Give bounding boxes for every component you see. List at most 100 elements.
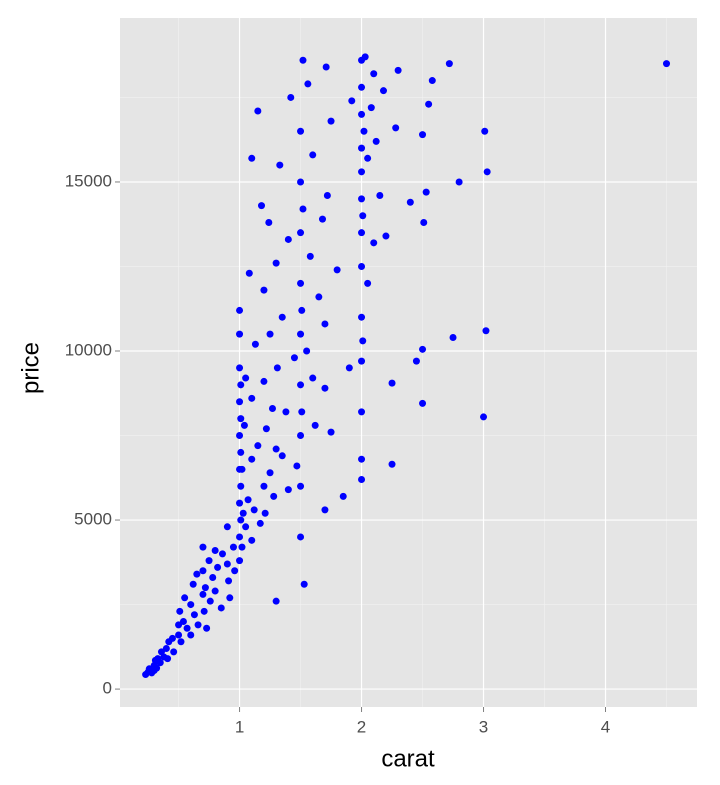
point [358, 144, 366, 152]
point [483, 168, 491, 176]
point [217, 604, 225, 612]
point [193, 570, 201, 578]
point [339, 492, 347, 500]
point [358, 408, 366, 416]
point [176, 607, 184, 615]
point [388, 379, 396, 387]
point [293, 462, 301, 470]
point [272, 597, 280, 605]
point [284, 486, 292, 494]
x-axis-title: carat [381, 745, 435, 772]
y-tick-label: 10000 [65, 340, 112, 359]
point [236, 330, 244, 338]
point [190, 611, 198, 619]
point [358, 83, 366, 91]
point [187, 601, 195, 609]
point [229, 543, 237, 551]
point [153, 664, 161, 672]
point [372, 137, 380, 145]
point [304, 80, 312, 88]
point [425, 100, 433, 108]
point [278, 313, 286, 321]
y-tick-label: 5000 [74, 510, 112, 529]
point [200, 607, 208, 615]
point [361, 53, 369, 61]
point [321, 384, 329, 392]
y-axis-title: price [17, 342, 44, 394]
point [358, 357, 366, 365]
point [284, 235, 292, 243]
panel [120, 18, 697, 707]
point [237, 415, 245, 423]
point [239, 509, 247, 517]
point [315, 293, 323, 301]
point [237, 381, 245, 389]
point [179, 617, 187, 625]
point [250, 506, 258, 514]
point [358, 475, 366, 483]
point [300, 580, 308, 588]
x-tick-label: 3 [479, 717, 488, 736]
point [242, 374, 250, 382]
point [297, 279, 305, 287]
point [238, 543, 246, 551]
point [248, 394, 256, 402]
point [449, 333, 457, 341]
point [199, 567, 207, 575]
point [388, 460, 396, 468]
point [359, 337, 367, 345]
point [268, 404, 276, 412]
point [272, 259, 280, 267]
point [266, 469, 274, 477]
point [419, 131, 427, 139]
point [376, 191, 384, 199]
point [297, 432, 305, 440]
point [211, 587, 219, 595]
point [254, 442, 262, 450]
point [370, 70, 378, 78]
x-tick-label: 1 [235, 717, 244, 736]
point [265, 219, 273, 227]
point [254, 107, 262, 115]
point [177, 638, 185, 646]
point [358, 262, 366, 270]
point [358, 229, 366, 237]
point [266, 330, 274, 338]
point [238, 465, 246, 473]
point [333, 266, 341, 274]
point [318, 215, 326, 223]
point [223, 523, 231, 531]
point [481, 127, 489, 135]
point [226, 594, 234, 602]
point [392, 124, 400, 132]
point [412, 357, 420, 365]
point [394, 66, 402, 74]
point [422, 188, 430, 196]
point [287, 93, 295, 101]
point [175, 631, 183, 639]
point [345, 364, 353, 372]
point [256, 519, 264, 527]
point [248, 455, 256, 463]
point [297, 229, 305, 237]
point [482, 327, 490, 335]
y-tick-label: 15000 [65, 171, 112, 190]
point [260, 286, 268, 294]
point [327, 117, 335, 125]
y-tick-label: 0 [103, 679, 112, 698]
point [273, 364, 281, 372]
point [297, 533, 305, 541]
point [206, 597, 214, 605]
point [236, 499, 244, 507]
point [270, 492, 278, 500]
point [237, 482, 245, 490]
point [358, 195, 366, 203]
point [258, 202, 266, 210]
point [297, 127, 305, 135]
point [364, 154, 372, 162]
point [348, 97, 356, 105]
point [240, 421, 248, 429]
point [251, 340, 259, 348]
x-tick-label: 2 [357, 717, 366, 736]
point [663, 60, 671, 68]
